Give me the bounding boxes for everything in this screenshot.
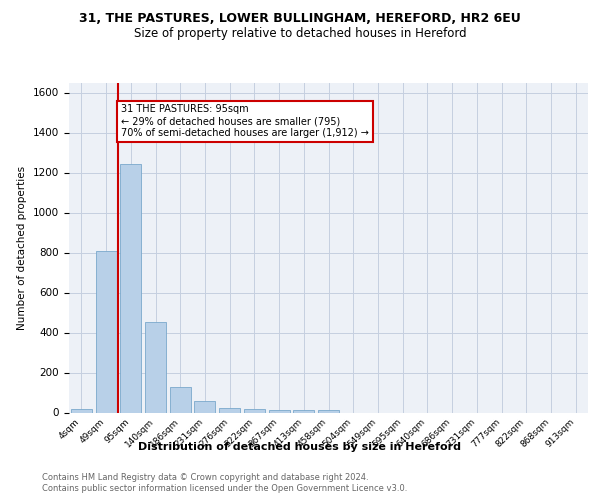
Bar — [170, 386, 191, 412]
Bar — [71, 408, 92, 412]
Text: Contains HM Land Registry data © Crown copyright and database right 2024.: Contains HM Land Registry data © Crown c… — [42, 472, 368, 482]
Bar — [293, 410, 314, 412]
Y-axis label: Number of detached properties: Number of detached properties — [17, 166, 28, 330]
Bar — [244, 408, 265, 412]
Bar — [194, 400, 215, 412]
Text: Contains public sector information licensed under the Open Government Licence v3: Contains public sector information licen… — [42, 484, 407, 493]
Bar — [269, 410, 290, 412]
Text: Size of property relative to detached houses in Hereford: Size of property relative to detached ho… — [134, 28, 466, 40]
Bar — [120, 164, 141, 412]
Text: 31, THE PASTURES, LOWER BULLINGHAM, HEREFORD, HR2 6EU: 31, THE PASTURES, LOWER BULLINGHAM, HERE… — [79, 12, 521, 26]
Bar — [219, 408, 240, 412]
Bar — [145, 322, 166, 412]
Bar — [95, 250, 116, 412]
Text: Distribution of detached houses by size in Hereford: Distribution of detached houses by size … — [139, 442, 461, 452]
Text: 31 THE PASTURES: 95sqm
← 29% of detached houses are smaller (795)
70% of semi-de: 31 THE PASTURES: 95sqm ← 29% of detached… — [121, 104, 369, 138]
Bar — [318, 410, 339, 412]
